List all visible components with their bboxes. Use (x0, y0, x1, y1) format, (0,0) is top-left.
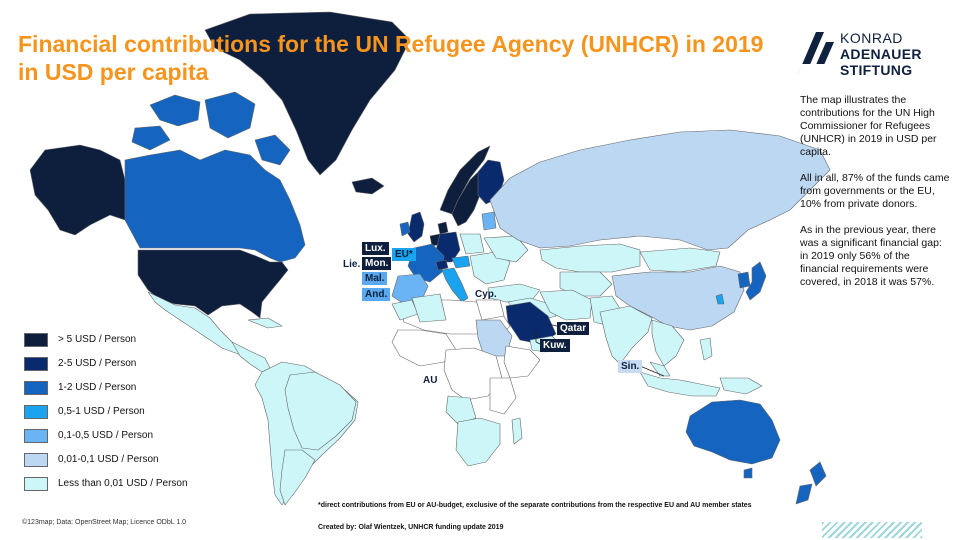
iceland (351, 177, 385, 195)
label-liechtenstein: Lie. (340, 258, 364, 271)
canada-islands-4 (254, 134, 291, 166)
legend-label: 2-5 USD / Person (58, 358, 137, 369)
legend-swatch (24, 477, 48, 491)
label-malta: Mal. (362, 272, 388, 285)
description-paragraph-1: The map illustrates the contributions fo… (800, 94, 937, 158)
taiwan (715, 293, 725, 305)
logo-line-3: STIFTUNG (840, 62, 913, 78)
legend-label: 0,1-0,5 USD / Person (58, 430, 154, 441)
canada (124, 149, 306, 263)
legend-swatch (24, 429, 48, 443)
india (599, 305, 653, 365)
decorative-hatch (822, 522, 922, 538)
label-andorra: And. (362, 288, 391, 301)
label-african-union: AU (423, 375, 438, 386)
legend-item: > 5 USD / Person (24, 333, 284, 347)
france (407, 243, 445, 283)
greenland (204, 11, 411, 176)
legend-swatch (24, 357, 48, 371)
legend-swatch (24, 453, 48, 467)
central-africa (443, 347, 503, 401)
label-luxembourg: Lux. (362, 242, 389, 255)
legend-swatch (24, 405, 48, 419)
legend-item: 2-5 USD / Person (24, 357, 284, 371)
ukraine (483, 235, 529, 263)
legend-item: 0,1-0,5 USD / Person (24, 429, 284, 443)
description-paragraph-2: All in all, 87% of the funds came from g… (800, 172, 950, 210)
legend-label: 0,5-1 USD / Person (58, 406, 145, 417)
kas-logo: KONRAD ADENAUER STIFTUNG (798, 28, 948, 78)
legend-label: 1-2 USD / Person (58, 382, 137, 393)
poland (459, 233, 485, 255)
algeria (411, 293, 447, 323)
austria (451, 255, 471, 269)
logo-line-1: KONRAD (840, 30, 903, 46)
usa (137, 249, 289, 319)
description-paragraph-3: As in the previous year, there was a sig… (800, 224, 942, 288)
madagascar (511, 417, 523, 445)
baltics (481, 211, 497, 231)
legend-item: 0,01-0,1 USD / Person (24, 453, 284, 467)
russia (489, 129, 831, 251)
legend-label: Less than 0,01 USD / Person (58, 478, 188, 489)
legend-swatch (24, 333, 48, 347)
philippines (699, 337, 713, 361)
iran (539, 289, 593, 321)
new-guinea (719, 377, 763, 395)
korea (737, 271, 751, 289)
source-line: ©123map; Data: OpenStreet Map; Licence O… (22, 519, 187, 526)
label-cyprus: Cyp. (475, 289, 497, 300)
footnote: *direct contributions from EU or AU-budg… (318, 502, 752, 509)
egypt (475, 299, 505, 321)
kas-logo-mark (798, 32, 834, 74)
description-panel: The map illustrates the contributions fo… (800, 94, 950, 302)
label-singapore: Sin. (618, 360, 643, 373)
new-zealand-north (809, 461, 827, 487)
legend-item: 1-2 USD / Person (24, 381, 284, 395)
brazil (284, 371, 357, 451)
canada-islands-1 (149, 94, 201, 127)
credit-line: Created by: Olaf Wientzek, UNHCR funding… (318, 524, 504, 531)
canada-islands-3 (131, 125, 171, 151)
denmark (437, 221, 449, 235)
uk (407, 211, 425, 243)
canada-islands-2 (204, 91, 256, 139)
legend-label: > 5 USD / Person (58, 334, 137, 345)
kas-logo-text: KONRAD ADENAUER STIFTUNG (840, 30, 922, 78)
title-line-1: Financial contributions for the UN Refug… (18, 31, 764, 57)
new-zealand-south (795, 483, 813, 505)
map-title: Financial contributions for the UN Refug… (18, 30, 808, 86)
legend-item: 0,5-1 USD / Person (24, 405, 284, 419)
indonesia (639, 371, 721, 397)
horn-of-africa (503, 345, 541, 379)
italy (441, 267, 469, 303)
east-africa (489, 377, 517, 415)
label-eu: EU* (392, 248, 416, 261)
legend-item: Less than 0,01 USD / Person (24, 477, 284, 491)
southeast-asia (651, 319, 685, 367)
kazakhstan (539, 243, 641, 273)
japan (745, 261, 767, 301)
label-kuwait: Kuw. (540, 339, 570, 352)
cuba (247, 317, 283, 329)
tasmania (743, 467, 753, 479)
central-asia (559, 271, 613, 297)
malaysia (649, 361, 671, 377)
mongolia (639, 247, 721, 273)
logo-line-2: ADENAUER (840, 46, 922, 62)
title-line-2: in USD per capita (18, 59, 209, 85)
ireland (399, 221, 411, 237)
alaska (29, 144, 126, 236)
switzerland (435, 259, 449, 271)
legend-swatch (24, 381, 48, 395)
label-qatar: Qatar (557, 322, 590, 335)
west-africa (391, 329, 457, 367)
australia (685, 399, 781, 465)
legend-label: 0,01-0,1 USD / Person (58, 454, 159, 465)
southern-africa (455, 417, 501, 467)
label-monaco: Mon. (362, 257, 392, 270)
argentina-chile (279, 449, 316, 506)
